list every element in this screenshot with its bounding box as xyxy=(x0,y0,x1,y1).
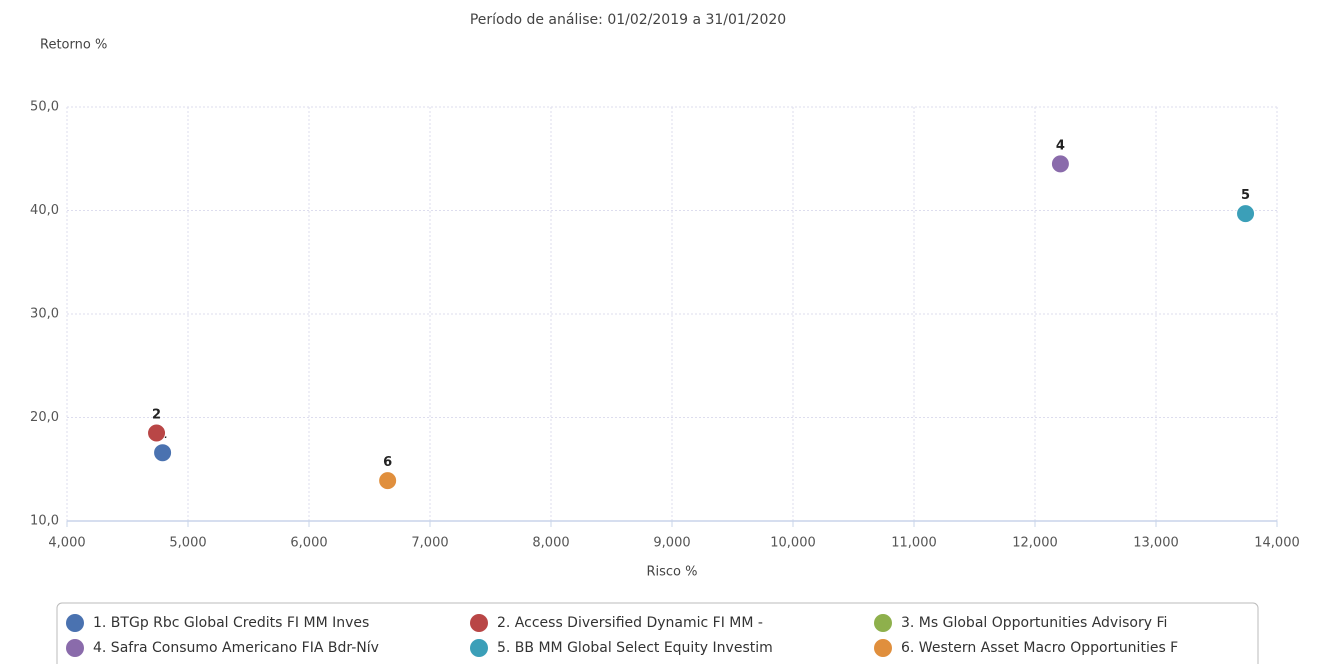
legend-swatch xyxy=(66,639,84,657)
legend-label: 2. Access Diversified Dynamic FI MM - xyxy=(497,615,763,631)
data-label: 4 xyxy=(1056,138,1065,153)
x-tick-label: 11,000 xyxy=(891,536,937,551)
x-tick-label: 8,000 xyxy=(532,536,569,551)
point xyxy=(153,443,173,463)
x-tick-label: 10,000 xyxy=(770,536,816,551)
point xyxy=(147,423,167,443)
x-tick-label: 13,000 xyxy=(1133,536,1179,551)
legend-swatch xyxy=(470,639,488,657)
legend-label: 1. BTGp Rbc Global Credits FI MM Inves xyxy=(93,615,369,631)
legend-swatch xyxy=(66,614,84,632)
legend-label: 5. BB MM Global Select Equity Investim xyxy=(497,640,773,656)
y-tick-label: 20,0 xyxy=(30,410,59,425)
legend-swatch xyxy=(874,614,892,632)
legend-swatch xyxy=(470,614,488,632)
x-tick-label: 12,000 xyxy=(1012,536,1058,551)
chart-title: Período de análise: 01/02/2019 a 31/01/2… xyxy=(470,12,786,28)
legend-label: 4. Safra Consumo Americano FIA Bdr-Nív xyxy=(93,640,379,656)
x-tick-label: 14,000 xyxy=(1254,536,1300,551)
point xyxy=(378,471,398,491)
y-axis-label: Retorno % xyxy=(40,38,107,53)
x-tick-label: 4,000 xyxy=(48,536,85,551)
x-tick-label: 9,000 xyxy=(653,536,690,551)
x-axis-label: Risco % xyxy=(646,565,697,580)
legend-label: 3. Ms Global Opportunities Advisory Fi xyxy=(901,615,1167,631)
y-tick-label: 10,0 xyxy=(30,514,59,529)
y-tick-label: 50,0 xyxy=(30,100,59,115)
data-label: 5 xyxy=(1241,188,1250,203)
legend-box xyxy=(56,602,1259,664)
y-tick-label: 40,0 xyxy=(30,203,59,218)
legend-label: 6. Western Asset Macro Opportunities F xyxy=(901,640,1178,656)
x-tick-label: 5,000 xyxy=(169,536,206,551)
y-tick-label: 30,0 xyxy=(30,307,59,322)
x-tick-label: 6,000 xyxy=(290,536,327,551)
point xyxy=(1236,204,1256,224)
data-label: 2 xyxy=(152,408,161,423)
point xyxy=(1050,154,1070,174)
x-tick-label: 7,000 xyxy=(411,536,448,551)
legend-swatch xyxy=(874,639,892,657)
data-label: 6 xyxy=(383,455,392,470)
